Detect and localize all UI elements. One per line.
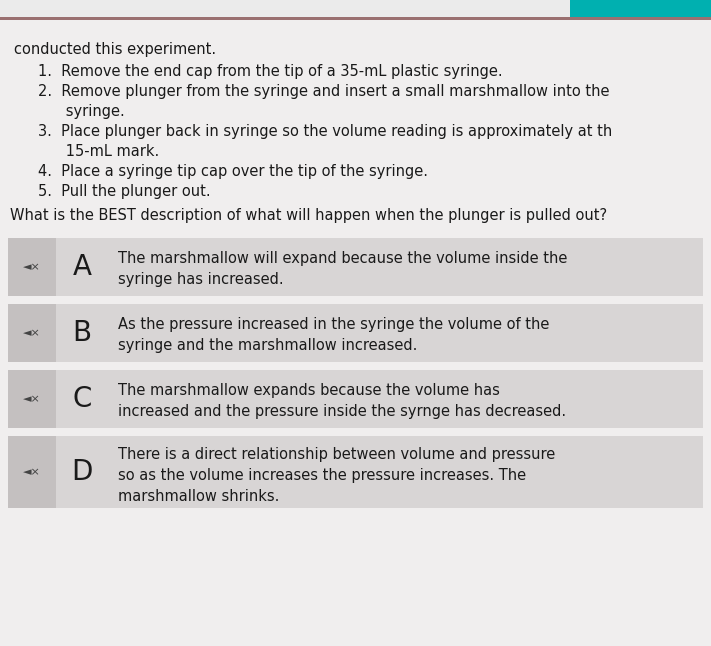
Bar [8, 370, 703, 428]
Text: A: A [73, 253, 92, 281]
Text: 1.  Remove the end cap from the tip of a 35-mL plastic syringe.: 1. Remove the end cap from the tip of a … [38, 64, 503, 79]
Text: D: D [71, 458, 92, 486]
Text: syringe.: syringe. [38, 104, 124, 119]
Bar [570, 0, 711, 18]
Text: ◄×: ◄× [23, 262, 41, 272]
Text: The marshmallow will expand because the volume inside the
syringe has increased.: The marshmallow will expand because the … [118, 251, 567, 287]
Bar [8, 436, 703, 508]
Bar [8, 304, 703, 362]
Text: ◄×: ◄× [23, 328, 41, 338]
Bar [8, 238, 703, 296]
Text: As the pressure increased in the syringe the volume of the
syringe and the marsh: As the pressure increased in the syringe… [118, 317, 550, 353]
Bar [8, 238, 56, 296]
Text: ◄×: ◄× [23, 467, 41, 477]
Text: C: C [73, 385, 92, 413]
Text: What is the BEST description of what will happen when the plunger is pulled out?: What is the BEST description of what wil… [10, 208, 607, 223]
Text: 2.  Remove plunger from the syringe and insert a small marshmallow into the: 2. Remove plunger from the syringe and i… [38, 84, 609, 99]
Bar [8, 304, 56, 362]
Text: 5.  Pull the plunger out.: 5. Pull the plunger out. [38, 184, 210, 199]
Bar [8, 370, 56, 428]
Text: There is a direct relationship between volume and pressure
so as the volume incr: There is a direct relationship between v… [118, 447, 555, 504]
Text: B: B [73, 319, 92, 347]
Text: The marshmallow expands because the volume has
increased and the pressure inside: The marshmallow expands because the volu… [118, 383, 566, 419]
Bar [0, 17, 711, 20]
Text: conducted this experiment.: conducted this experiment. [14, 42, 216, 57]
Text: ◄×: ◄× [23, 394, 41, 404]
Text: 3.  Place plunger back in syringe so the volume reading is approximately at th: 3. Place plunger back in syringe so the … [38, 124, 612, 139]
Bar [8, 436, 56, 508]
Text: 15-mL mark.: 15-mL mark. [38, 144, 159, 159]
Text: 4.  Place a syringe tip cap over the tip of the syringe.: 4. Place a syringe tip cap over the tip … [38, 164, 428, 179]
